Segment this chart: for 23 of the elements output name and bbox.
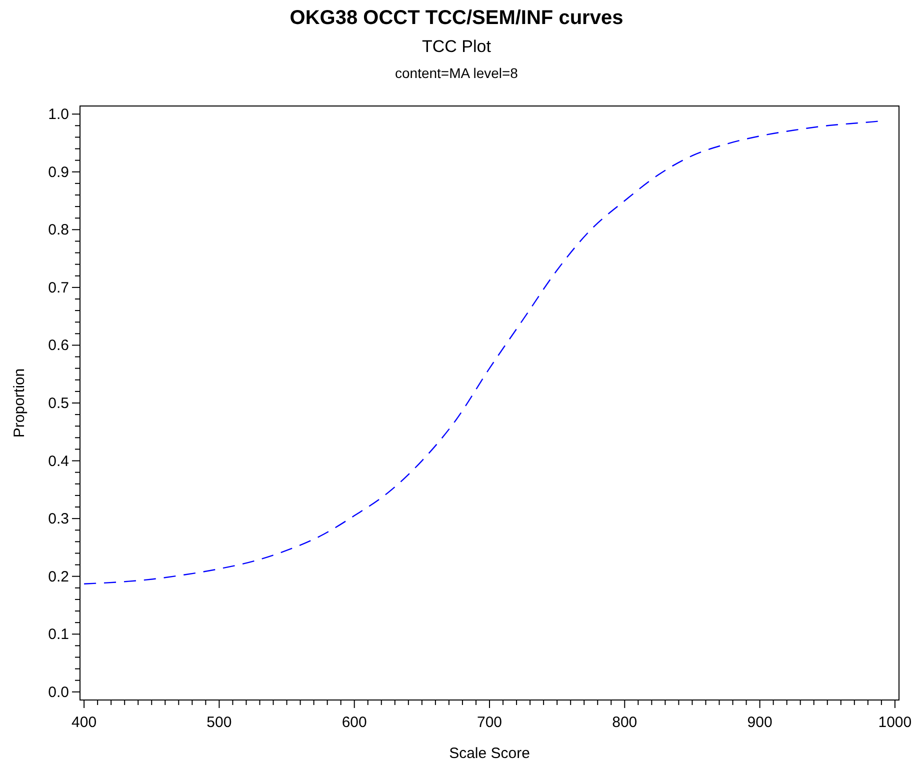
x-tick-label: 900 [747,714,772,731]
y-tick-label: 0.4 [48,452,69,470]
chart-title: OKG38 OCCT TCC/SEM/INF curves [290,7,624,29]
x-tick-label: 400 [72,714,97,731]
y-tick-label: 0.6 [48,337,69,354]
y-tick-label: 0.8 [48,222,69,239]
y-tick-label: 1.0 [48,106,69,124]
x-tick-label: 600 [342,714,367,731]
y-tick-label: 0.7 [48,279,69,296]
y-axis-title: Proportion [11,368,28,438]
y-tick-label: 0.0 [48,684,69,701]
x-tick-label: 800 [612,714,638,731]
y-tick-label: 0.2 [48,568,69,586]
y-tick-label: 0.5 [48,395,69,412]
x-tick-label: 500 [206,714,232,731]
x-tick-label: 700 [476,714,502,731]
x-axis-title: Scale Score [449,745,530,762]
chart-subtitle: TCC Plot [422,37,492,56]
y-tick-label: 0.3 [48,510,69,528]
text: content=MA level=8 [395,65,518,81]
y-tick-label: 0.1 [48,626,69,644]
y-tick-label: 0.9 [48,164,69,181]
x-tick-label: 1000 [878,714,912,731]
